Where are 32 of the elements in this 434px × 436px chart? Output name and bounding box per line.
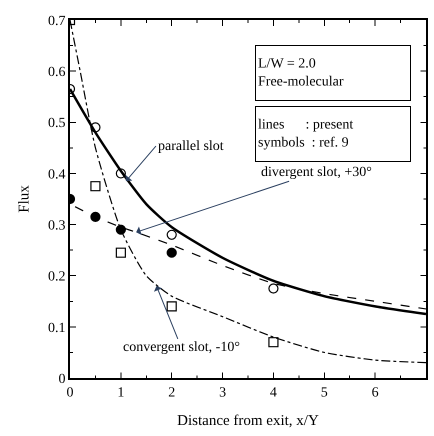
y-tick-label: 0.6 bbox=[48, 65, 66, 80]
annotation: lines : present symbols : ref. 9 bbox=[258, 117, 354, 151]
point bbox=[116, 168, 126, 179]
x-tick-label: 1 bbox=[117, 386, 124, 401]
y-tick-label: 0.1 bbox=[48, 320, 66, 336]
point bbox=[90, 122, 101, 132]
y-tick-label: 0.4 bbox=[48, 167, 66, 182]
point bbox=[166, 301, 177, 312]
point bbox=[90, 181, 101, 192]
x-tick-label: 3 bbox=[219, 386, 226, 401]
annotation: L/W = 2.0 Free-molecular bbox=[258, 56, 344, 90]
point bbox=[166, 230, 177, 240]
y-tick-label: 0.3 bbox=[48, 218, 66, 234]
x-axis-title: Distance from exit, x/Y bbox=[177, 413, 319, 430]
x-tick-label: 4 bbox=[270, 386, 277, 401]
y-tick-label: 0 bbox=[58, 372, 66, 387]
point bbox=[116, 248, 126, 258]
point bbox=[166, 248, 177, 258]
y-tick-label: 0.2 bbox=[48, 270, 66, 285]
point bbox=[268, 283, 279, 294]
annotation: convergent slot, -10° bbox=[123, 340, 240, 355]
y-axis-title: Flux bbox=[16, 184, 33, 213]
y-tick-label: 0.7 bbox=[48, 14, 66, 29]
annotation: divergent slot, +30° bbox=[261, 165, 372, 180]
y-tick-label: 0.5 bbox=[48, 116, 66, 132]
point bbox=[90, 212, 101, 222]
point bbox=[268, 337, 279, 348]
annotation: parallel slot bbox=[158, 139, 224, 154]
x-tick-label: 5 bbox=[320, 386, 328, 401]
point bbox=[116, 224, 126, 235]
x-tick-label: 6 bbox=[372, 386, 379, 401]
x-tick-label: 2 bbox=[168, 386, 176, 401]
